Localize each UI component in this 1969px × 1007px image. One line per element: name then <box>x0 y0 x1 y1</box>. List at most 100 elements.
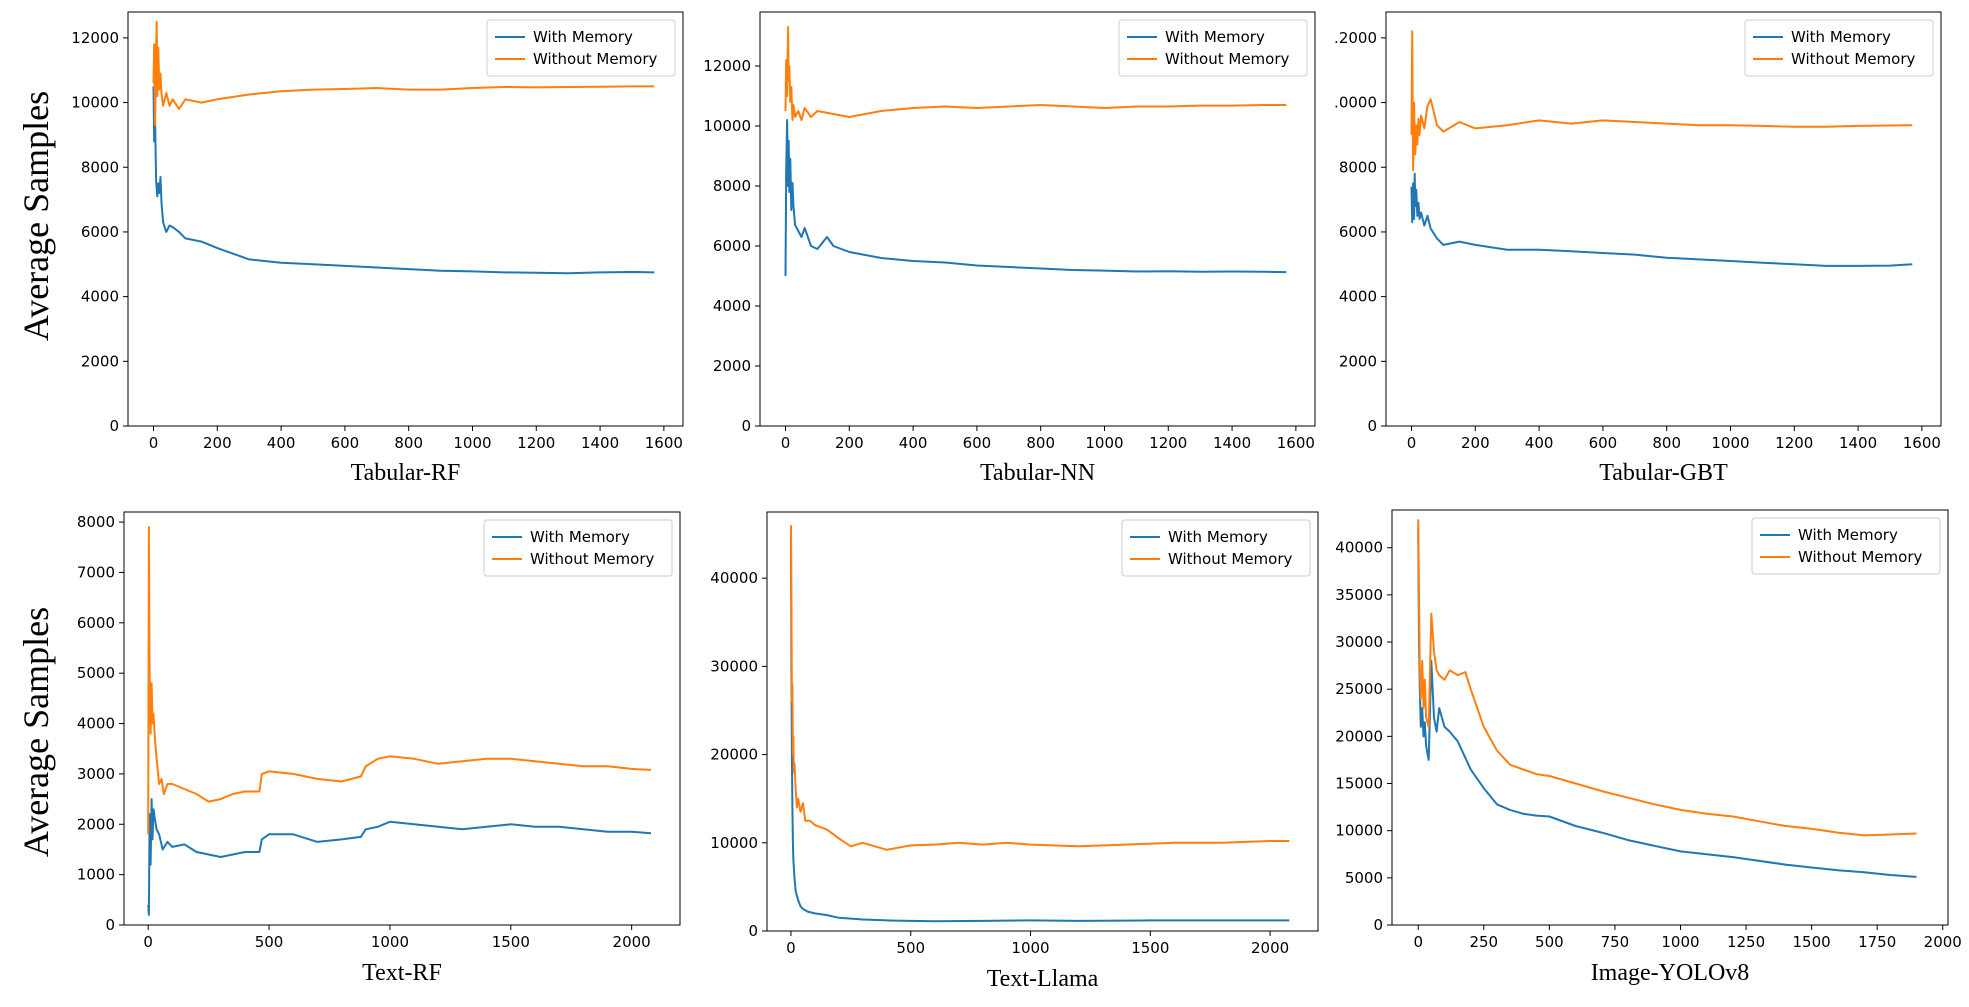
y-tick-label: 40000 <box>1335 539 1383 557</box>
x-tick-label: 1200 <box>517 434 555 452</box>
subplot-title: Text-Llama <box>987 966 1099 992</box>
x-tick-label: 1200 <box>1775 434 1813 452</box>
series-line-with-memory <box>152 86 655 275</box>
y-tick-label: 6000 <box>77 614 115 632</box>
x-tick-label: 200 <box>203 434 232 452</box>
x-tick-label: 1400 <box>1839 434 1877 452</box>
x-tick-label: 1600 <box>1277 434 1315 452</box>
x-tick-label: 500 <box>255 933 284 951</box>
x-tick-label: 1500 <box>1793 933 1831 951</box>
y-tick-label: 4000 <box>81 288 119 306</box>
legend-label: With Memory <box>1798 526 1898 544</box>
legend-label: Without Memory <box>1165 50 1290 68</box>
y-tick-label: 20000 <box>1335 727 1383 745</box>
y-tick-label: 12000 <box>703 57 751 75</box>
legend-box <box>1118 19 1308 77</box>
legend-box <box>1751 517 1941 575</box>
x-tick-label: 750 <box>1601 933 1630 951</box>
series-line-with-memory <box>147 798 652 916</box>
legend-label: With Memory <box>1168 528 1268 546</box>
legend-label: With Memory <box>530 528 630 546</box>
x-tick-label: 1500 <box>492 933 530 951</box>
legend-label: Without Memory <box>1791 50 1916 68</box>
legend-label: With Memory <box>1165 28 1265 46</box>
x-tick-label: 500 <box>896 939 925 957</box>
y-tick-label: 10000 <box>71 94 119 112</box>
x-tick-label: 800 <box>1026 434 1055 452</box>
x-tick-label: 1500 <box>1131 939 1169 957</box>
x-tick-label: 2000 <box>1924 933 1962 951</box>
series-line-without-memory <box>1410 30 1913 172</box>
y-tick-label: 6000 <box>1339 223 1377 241</box>
series-line-without-memory <box>147 526 652 835</box>
subplot-title: Tabular-RF <box>351 460 461 486</box>
x-tick-label: 0 <box>781 434 791 452</box>
subplot-title: Text-RF <box>362 960 442 986</box>
ylabel-row-1: Average Samples <box>16 91 56 341</box>
y-tick-label: 12000 <box>71 29 119 47</box>
x-tick-label: 0 <box>786 939 796 957</box>
y-tick-label: 15000 <box>1335 775 1383 793</box>
x-tick-label: 2000 <box>613 933 651 951</box>
legend-box <box>1121 519 1311 577</box>
series-line-with-memory <box>790 534 1290 923</box>
panel-4: 0 500 1000 1500 2000 0 1000 2000 3000 4000 5000 600… <box>77 511 681 986</box>
y-tick-label: 8000 <box>713 177 751 195</box>
y-tick-label: 2000 <box>1339 352 1377 370</box>
x-tick-label: 1000 <box>371 933 409 951</box>
x-tick-label: 2000 <box>1251 939 1289 957</box>
y-tick-label: 25000 <box>1335 680 1383 698</box>
x-tick-label: 1400 <box>1213 434 1251 452</box>
series-line-without-memory <box>152 20 655 127</box>
panel-2: 0 200 400 600 800 1000 1200 1400 1600 0 2000 4000 60… <box>703 11 1316 486</box>
y-tick-label: 7000 <box>77 563 115 581</box>
y-tick-label: 2000 <box>713 357 751 375</box>
axes-frame <box>766 511 1319 932</box>
y-tick-label: 0 <box>1373 916 1383 934</box>
x-tick-label: 400 <box>899 434 928 452</box>
x-tick-label: 1400 <box>581 434 619 452</box>
legend-label: Without Memory <box>1798 548 1923 566</box>
x-tick-label: 250 <box>1469 933 1498 951</box>
y-tick-label: 2000 <box>77 815 115 833</box>
x-tick-label: 1000 <box>1085 434 1123 452</box>
x-tick-label: 400 <box>267 434 296 452</box>
x-tick-label: 200 <box>835 434 864 452</box>
panel-3: 0 200 400 600 800 1000 1200 1400 1600 0 2000 4000 60… <box>1334 11 1942 486</box>
x-tick-label: 0 <box>1407 434 1417 452</box>
y-tick-label: 10000 <box>1335 822 1383 840</box>
y-tick-label: 5000 <box>1345 869 1383 887</box>
y-tick-label: .2000 <box>1334 29 1377 47</box>
x-tick-label: 1600 <box>645 434 683 452</box>
legend-box <box>1744 19 1934 77</box>
subplot-title: Image-YOLOv8 <box>1591 960 1750 986</box>
y-tick-label: 6000 <box>81 223 119 241</box>
legend-box <box>486 19 676 77</box>
ylabel-row-2: Average Samples <box>16 607 56 857</box>
legend-label: Without Memory <box>530 550 655 568</box>
x-tick-label: 1750 <box>1858 933 1896 951</box>
x-tick-label: 1600 <box>1903 434 1941 452</box>
legend-box <box>483 519 673 577</box>
series-line-without-memory <box>1417 519 1917 837</box>
y-tick-label: 4000 <box>1339 288 1377 306</box>
x-tick-label: 1000 <box>1661 933 1699 951</box>
x-tick-label: 1250 <box>1727 933 1765 951</box>
x-tick-label: 600 <box>331 434 360 452</box>
axes-frame <box>1385 11 1942 427</box>
x-tick-label: 400 <box>1525 434 1554 452</box>
x-tick-label: 1200 <box>1149 434 1187 452</box>
y-tick-label: 0 <box>1367 417 1377 435</box>
x-tick-label: 0 <box>149 434 159 452</box>
subplot-title: Tabular-GBT <box>1599 460 1728 486</box>
x-tick-label: 1000 <box>1711 434 1749 452</box>
x-tick-label: 0 <box>143 933 153 951</box>
y-tick-label: 8000 <box>81 158 119 176</box>
panel-1: 0 200 400 600 800 1000 1200 1400 1600 0 2000 4000 60… <box>71 11 684 486</box>
y-tick-label: 20000 <box>710 746 758 764</box>
y-tick-label: 3000 <box>77 765 115 783</box>
y-tick-label: 40000 <box>710 569 758 587</box>
y-tick-label: 0 <box>105 916 115 934</box>
y-tick-label: 30000 <box>1335 633 1383 651</box>
